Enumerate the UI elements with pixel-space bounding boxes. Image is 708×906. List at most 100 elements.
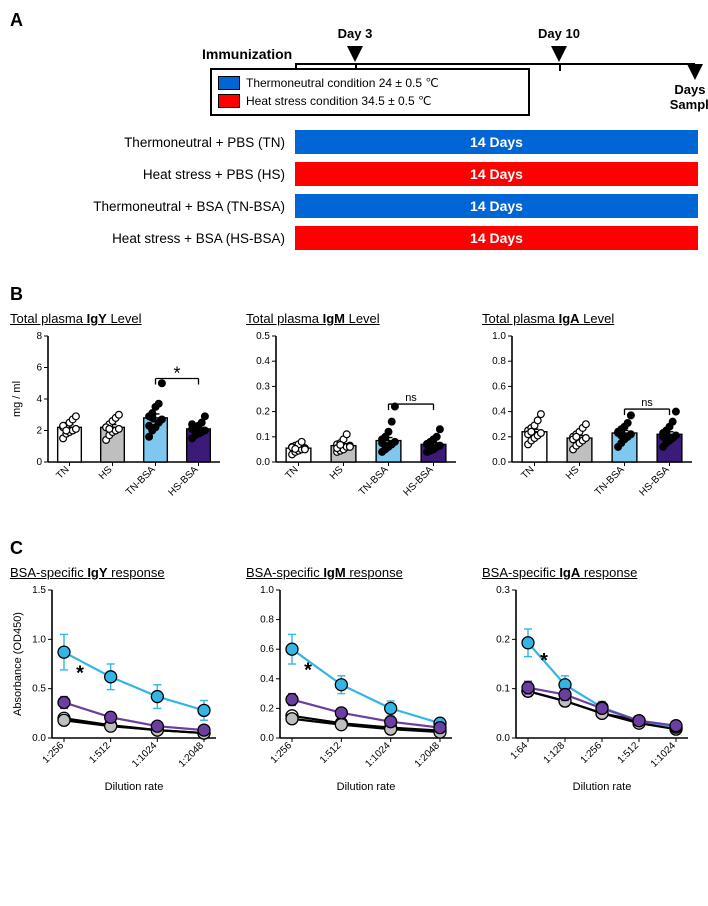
chart-svg: 0.00.51.01.5Absorbance (OD450)1:2561:512… [10,584,226,794]
legend-text: Heat stress condition 34.5 ± 0.5 ℃ [246,94,432,108]
group-label: Thermoneutral + BSA (TN-BSA) [10,199,295,214]
panel-a: A Immunization Day 3Day 10Days 14Samplin… [10,10,698,260]
panel-c: C BSA-specific IgY response 0.0 0.5 1.0 1.5 A… [10,538,698,794]
svg-text:0.0: 0.0 [256,457,270,468]
chart-svg: 0.00.20.40.60.81.01:2561:5121:10241:2048… [246,584,462,794]
chart-title: BSA-specific IgM response [246,565,462,580]
bar-chart: Total plasma IgM Level0.00.10.20.30.40.5… [246,311,462,510]
chart-svg: 0.00.10.20.30.40.5TNHSTN-BSAHS-BSAns [246,330,462,510]
chart-title: Total plasma IgA Level [482,311,698,326]
svg-text:0.4: 0.4 [260,674,274,685]
group-row: Heat stress + BSA (HS-BSA)14 Days [10,226,698,250]
svg-text:0.6: 0.6 [260,644,274,655]
chart-svg: 0.00.20.40.60.81.0TNHSTN-BSAHS-BSAns [482,330,698,510]
bar-chart: Total plasma IgA Level 0.0 0.2 0.4 0.6 0.8 1.0… [482,311,698,510]
legend-row: Heat stress condition 34.5 ± 0.5 ℃ [218,92,522,110]
group-bar: 14 Days [295,194,698,218]
panel-b-label: B [10,284,698,305]
svg-text:1:2048: 1:2048 [413,740,443,770]
svg-text:TN-BSA: TN-BSA [357,464,391,498]
svg-text:0.2: 0.2 [260,703,274,714]
svg-text:HS: HS [97,464,115,482]
svg-text:1:64: 1:64 [509,740,531,762]
svg-text:HS: HS [328,464,346,482]
svg-text:Absorbance (OD450): Absorbance (OD450) [12,612,24,716]
svg-text:1:512: 1:512 [318,740,344,766]
chart-title: Total plasma IgY Level [10,311,226,326]
group-row: Heat stress + PBS (HS)14 Days [10,162,698,186]
svg-text:0.8: 0.8 [492,356,506,367]
svg-text:2: 2 [36,426,42,437]
svg-text:HS-BSA: HS-BSA [402,464,436,498]
chart-title: BSA-specific IgA response [482,565,698,580]
svg-text:Dilution rate: Dilution rate [337,781,396,793]
panel-c-label: C [10,538,698,559]
group-label: Heat stress + PBS (HS) [10,167,295,182]
svg-text:0.1: 0.1 [256,432,270,443]
line-chart: BSA-specific IgM response 0.0 0.2 0.4 0.6 0.8… [246,565,462,794]
group-bar: 14 Days [295,226,698,250]
panel-c-charts: BSA-specific IgY response 0.0 0.5 1.0 1.5 Abs… [10,565,698,794]
svg-text:0.2: 0.2 [496,634,510,645]
svg-text:0.0: 0.0 [492,457,506,468]
chart-title: BSA-specific IgY response [10,565,226,580]
conditions-legend: Thermoneutral condition 24 ± 0.5 ℃Heat s… [210,68,530,116]
svg-text:mg / ml: mg / ml [11,381,23,417]
svg-text:HS: HS [564,464,582,482]
group-bars: Thermoneutral + PBS (TN)14 Days Heat stre… [10,130,698,258]
svg-text:0.0: 0.0 [32,733,46,744]
svg-text:1:512: 1:512 [87,740,113,766]
svg-text:Dilution rate: Dilution rate [105,781,164,793]
svg-text:1.0: 1.0 [492,331,506,342]
svg-text:HS-BSA: HS-BSA [167,464,201,498]
svg-text:0.8: 0.8 [260,615,274,626]
svg-text:0.6: 0.6 [492,381,506,392]
arrow-down-icon [687,64,703,80]
svg-text:0.2: 0.2 [492,432,506,443]
svg-text:*: * [540,650,548,672]
svg-text:*: * [76,662,84,684]
group-row: Thermoneutral + BSA (TN-BSA)14 Days [10,194,698,218]
svg-text:TN-BSA: TN-BSA [124,464,158,498]
svg-text:0.5: 0.5 [32,684,46,695]
legend-swatch [218,76,240,90]
line-chart: BSA-specific IgY response0.00.51.01.5Abs… [10,565,226,794]
svg-text:ns: ns [641,397,653,409]
arrow-down-icon [347,46,363,62]
svg-text:6: 6 [36,363,42,374]
svg-text:0.3: 0.3 [256,381,270,392]
timeline-marker-label: Day 3 [330,26,380,41]
panel-b: B Total plasma IgY Level02468mg / mlTNHS… [10,284,698,510]
chart-svg: 0.00.10.20.31:641:1281:2561:5121:1024Dil… [482,584,698,794]
line-chart: BSA-specific IgA response0.00.10.20.31:6… [482,565,698,794]
svg-text:0.2: 0.2 [256,407,270,418]
svg-text:1.5: 1.5 [32,585,46,596]
svg-text:1.0: 1.0 [260,585,274,596]
svg-text:Dilution rate: Dilution rate [573,781,632,793]
arrow-down-icon [551,46,567,62]
svg-text:0.0: 0.0 [496,733,510,744]
svg-text:*: * [173,364,180,384]
svg-text:0.0: 0.0 [260,733,274,744]
svg-text:4: 4 [36,394,42,405]
timeline-marker-label: Day 10 [534,26,584,41]
svg-text:ns: ns [405,392,417,404]
svg-text:TN: TN [519,464,536,481]
svg-text:HS-BSA: HS-BSA [638,464,672,498]
group-bar: 14 Days [295,130,698,154]
group-row: Thermoneutral + PBS (TN)14 Days [10,130,698,154]
svg-text:1:256: 1:256 [579,740,605,766]
svg-text:0.4: 0.4 [256,356,270,367]
svg-text:1:2048: 1:2048 [177,740,207,770]
svg-text:1:512: 1:512 [616,740,642,766]
panel-b-charts: Total plasma IgY Level02468mg / mlTNHSTN… [10,311,698,510]
svg-text:0.4: 0.4 [492,407,506,418]
chart-svg: 02468mg / mlTNHSTN-BSAHS-BSA* [10,330,226,510]
bar-chart: Total plasma IgY Level02468mg / mlTNHSTN… [10,311,226,510]
timeline-end-label: Days 14Sampling [659,82,708,112]
svg-text:0.1: 0.1 [496,684,510,695]
svg-text:TN: TN [283,464,300,481]
svg-text:TN: TN [54,464,71,481]
group-label: Heat stress + BSA (HS-BSA) [10,231,295,246]
svg-text:0: 0 [36,457,42,468]
